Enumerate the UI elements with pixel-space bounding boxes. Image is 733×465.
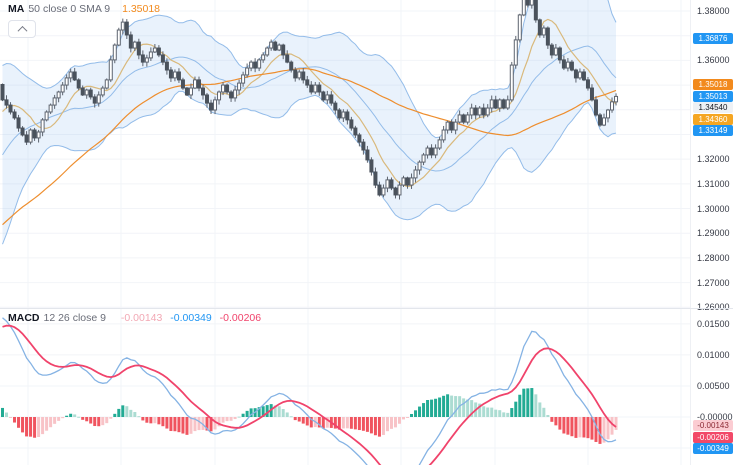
last-price-badge: 1.34540 [693,102,733,114]
axis-tick-label: 1.32000 [697,154,730,165]
price-axis[interactable]: 1.38000 1.36000 1.32000 1.31000 1.30000 1.290… [690,0,733,465]
macd-lines [2,317,617,465]
ma50-line [2,67,617,226]
bollinger-upper-badge: 1.36876 [693,33,733,45]
axis-tick-label: 0.01000 [697,349,730,360]
sma-9-smoothing-badge: 1.34360 [693,113,733,125]
indicator-value: 1.35018 [122,3,161,15]
bollinger-bands [2,0,617,245]
moving-average-lines [2,18,617,226]
bollinger-basis-line [2,45,617,172]
bollinger-lower-line [2,90,617,245]
axis-tick-label: 1.28000 [697,252,730,263]
macd-histogram-badge: -0.00143 [693,420,733,432]
macd-signal-value: -0.00206 [219,312,262,324]
axis-tick-label: 0.00500 [697,380,730,391]
macd-line-value: -0.00349 [170,312,212,324]
axis-tick-label: 1.30000 [697,203,730,214]
macd-line [2,317,617,465]
macd-indicator-legend: MACD 12 26 close 9 -0.00143 -0.00349 -0.0… [8,312,261,324]
indicator-params: 50 close 0 SMA 9 [28,3,111,15]
macd-line-badge: -0.00349 [693,443,733,455]
axis-tick-label: 1.31000 [697,178,730,189]
axis-tick-label: 0.01500 [697,318,730,329]
macd-histogram [1,388,618,444]
bollinger-lower-badge: 1.33149 [693,125,733,137]
macd-histogram-value: -0.00143 [120,312,163,324]
axis-tick-label: 1.36000 [697,55,730,66]
bollinger-upper-line [2,0,617,139]
pane-separator[interactable] [0,308,733,309]
chevron-up-icon [17,25,27,36]
macd-params: 12 26 close 9 [43,312,106,324]
indicator-title: MA [8,3,25,15]
macd-signal-badge: -0.00206 [693,431,733,443]
ma-50-badge: 1.35018 [693,79,733,91]
axis-tick-label: 1.29000 [697,228,730,239]
axis-tick-label: 1.27000 [697,277,730,288]
candlestick-series [0,0,619,200]
bollinger-basis-badge: 1.35013 [693,90,733,102]
macd-title: MACD [8,312,40,324]
macd-signal-line [2,324,617,465]
axis-tick-label: 1.38000 [697,6,730,16]
axis-tick-label: 1.26000 [697,302,730,312]
axis-tick-label: -0.00000 [697,412,733,422]
collapse-legend-button[interactable] [8,20,36,38]
main-indicator-legend: MA 50 close 0 SMA 9 1.35018 [8,3,160,15]
